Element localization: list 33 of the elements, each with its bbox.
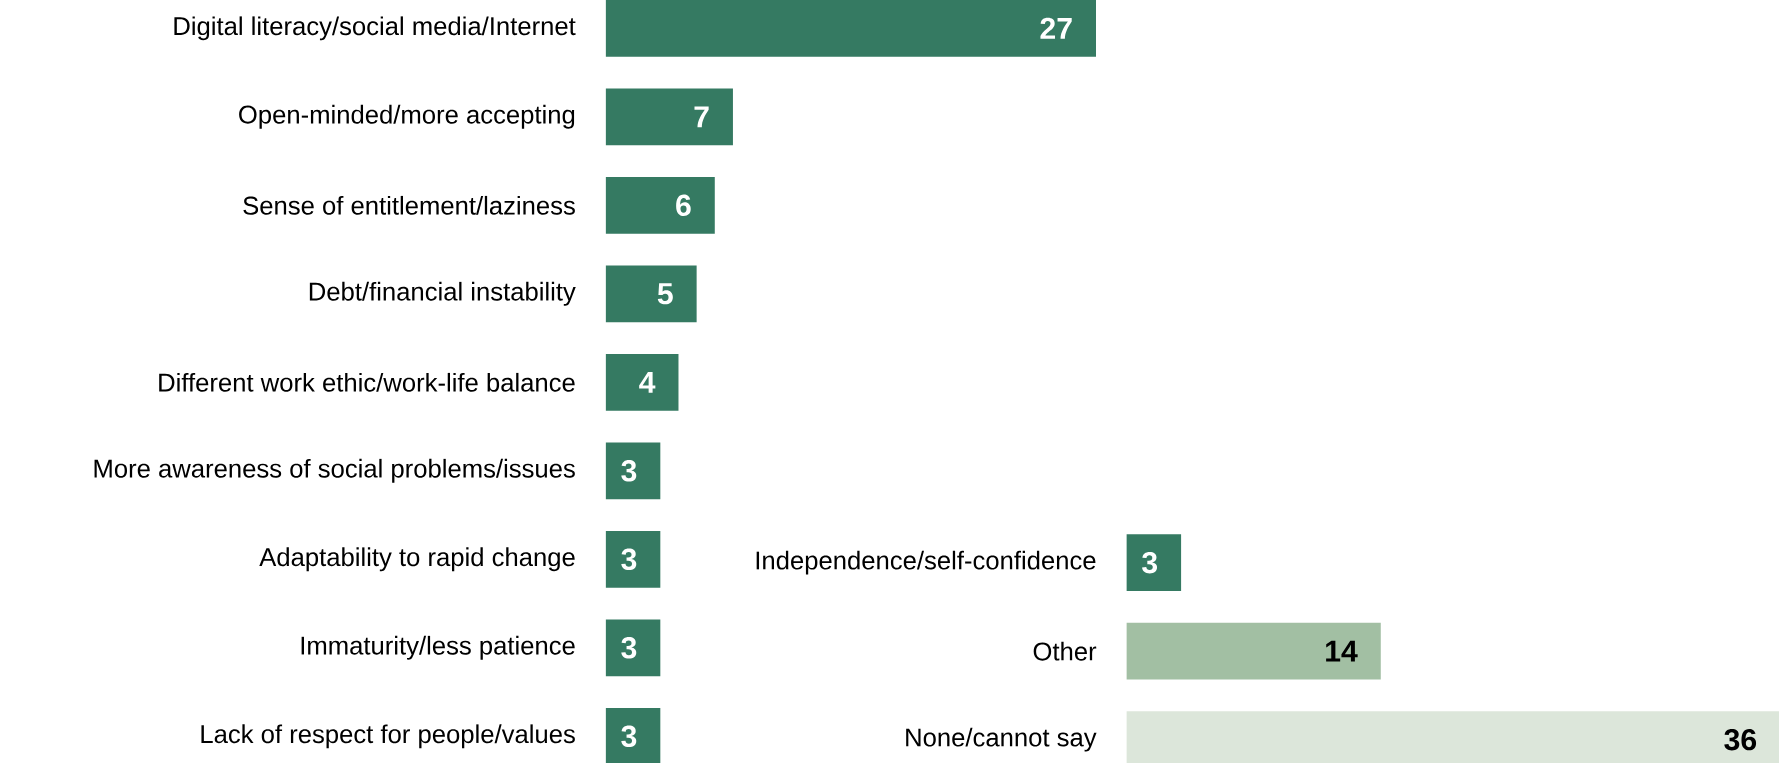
data-label: 14: [1326, 640, 1358, 662]
y-tick-label: Different work ethic/work-life balance: [159, 372, 575, 392]
bar: [605, 353, 679, 411]
y-tick-label: Adaptability to rapid change: [259, 547, 575, 572]
bar: [605, 707, 661, 763]
y-tick-label: Lack of respect for people/values: [201, 724, 575, 749]
y-tick-label: Other: [1033, 641, 1097, 661]
data-label: 3: [621, 460, 637, 482]
bar: [605, 265, 697, 323]
y-tick-label: Sense of entitlement/laziness: [243, 195, 575, 215]
y-tick-label: Immaturity/less patience: [301, 635, 575, 660]
data-label: 27: [1040, 17, 1072, 39]
bar: [605, 442, 661, 500]
bar: [605, 88, 733, 146]
y-tick-label: Debt/financial instability: [309, 281, 576, 306]
data-label: 3: [621, 637, 637, 659]
data-label: 36: [1724, 728, 1757, 751]
y-tick-label: Open-minded/more accepting: [239, 104, 575, 129]
data-label: 3: [621, 548, 637, 571]
y-tick-label: More awareness of social problems/issues: [94, 458, 575, 483]
bar: [605, 0, 1096, 57]
data-label: 6: [676, 194, 691, 216]
data-label: 7: [694, 106, 709, 128]
y-tick-label: Independence/self-confidence: [756, 550, 1096, 575]
data-label: 3: [1142, 551, 1158, 574]
data-label: 4: [639, 371, 656, 393]
data-label: 3: [621, 725, 637, 748]
bar: [605, 619, 661, 677]
y-tick-label: None/cannot say: [906, 727, 1097, 752]
data-label: 5: [657, 283, 673, 305]
y-tick-label: Digital literacy/social media/Internet: [174, 16, 576, 41]
bar: [605, 531, 661, 588]
bar: [605, 176, 715, 234]
